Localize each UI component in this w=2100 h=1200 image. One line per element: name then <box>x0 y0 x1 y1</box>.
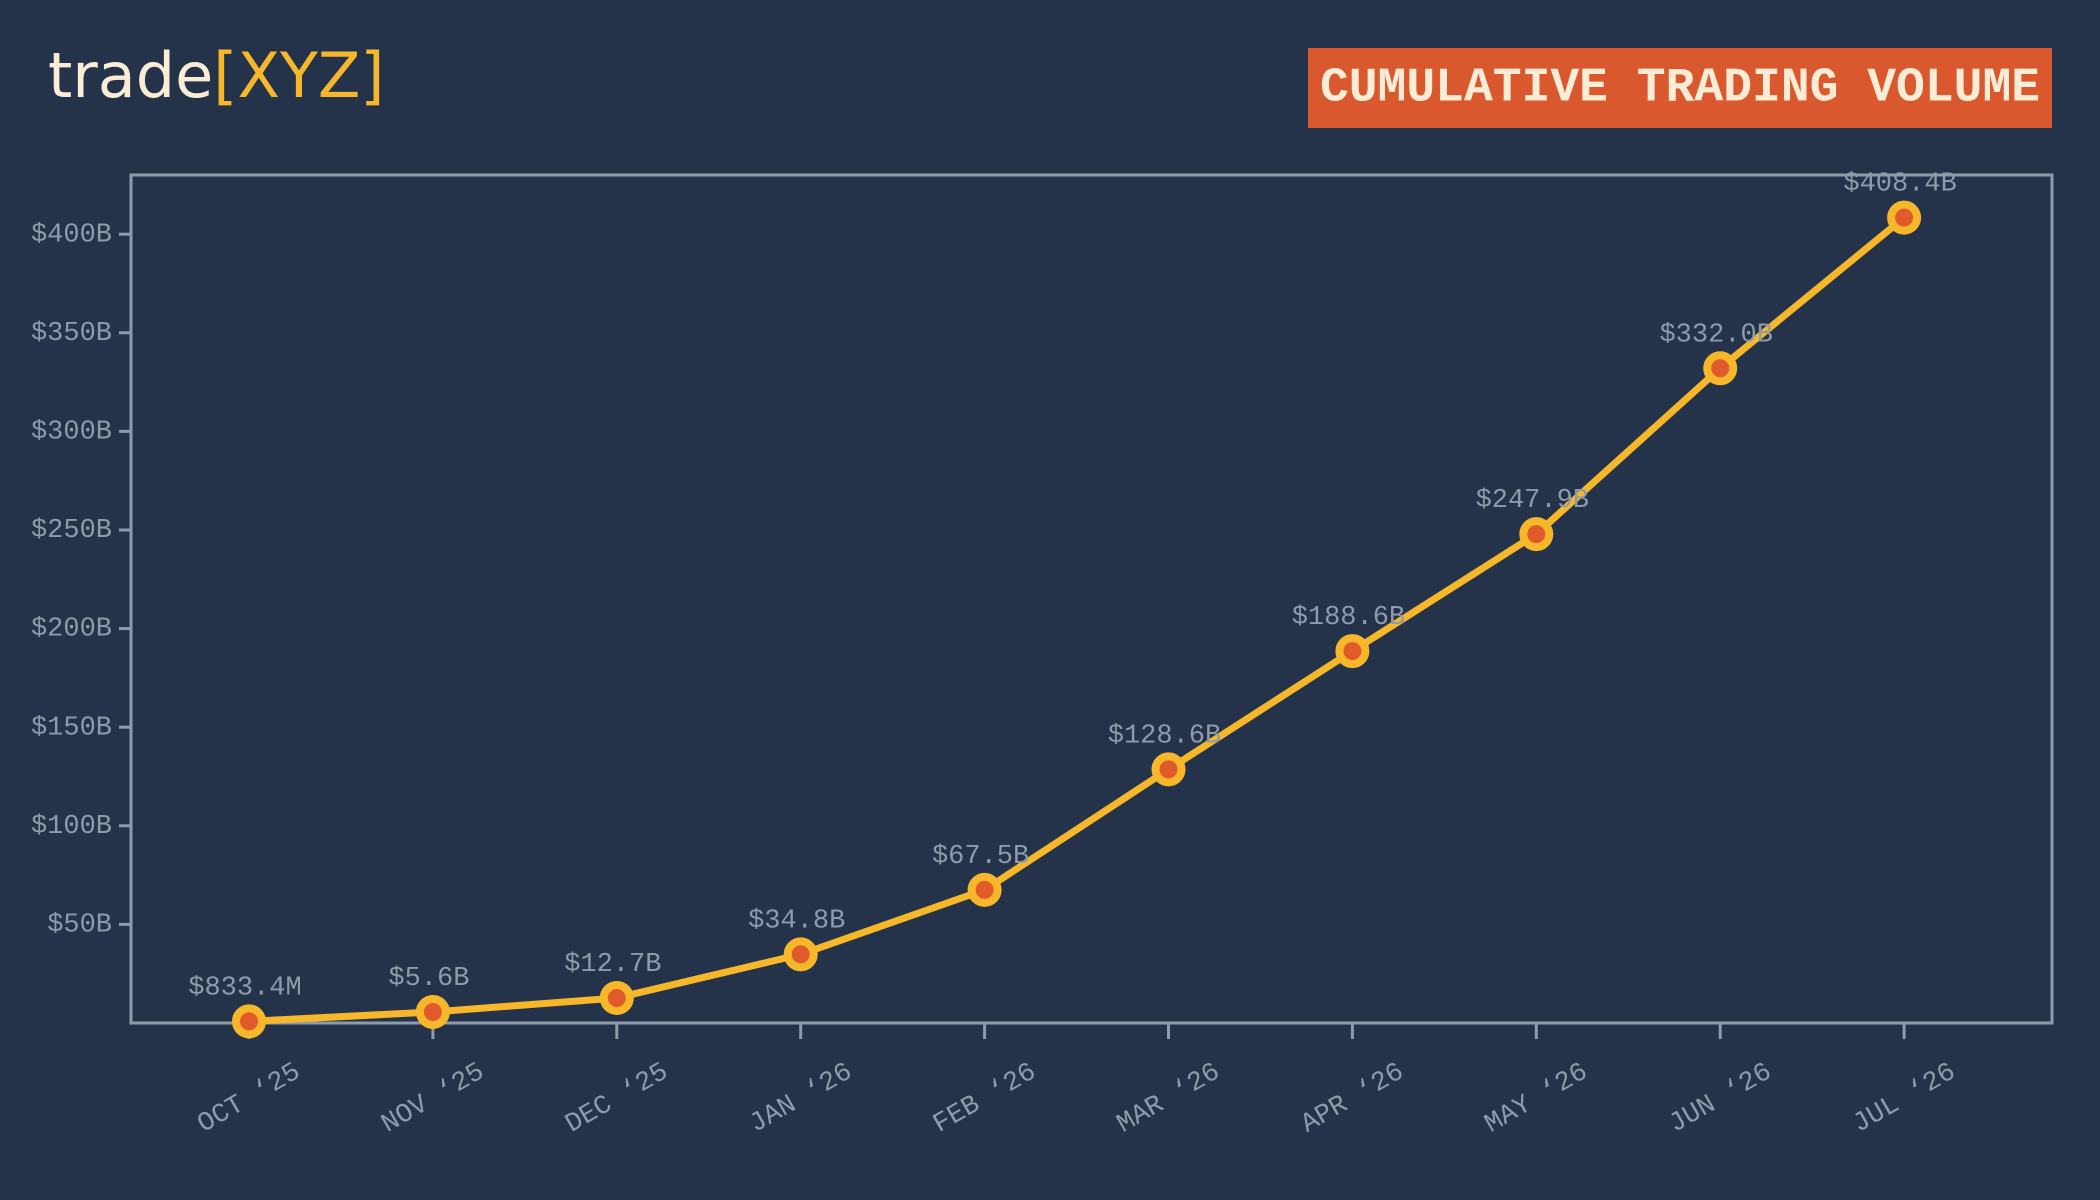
value-label: $247.9B <box>1476 486 1589 516</box>
point <box>1151 752 1186 787</box>
y-tick-label: $350B <box>31 319 112 349</box>
point <box>1335 634 1370 669</box>
value-label: $128.6B <box>1108 722 1221 752</box>
value-label: $188.6B <box>1292 603 1405 633</box>
point <box>1887 200 1922 235</box>
y-tick-label: $300B <box>31 417 112 447</box>
point <box>967 872 1002 907</box>
y-tick-label: $100B <box>31 812 112 842</box>
brand-text: trade <box>48 39 213 112</box>
value-label: $67.5B <box>932 842 1029 872</box>
value-label: $5.6B <box>388 964 469 994</box>
y-tick-label: $200B <box>31 615 112 645</box>
point <box>1519 517 1554 552</box>
brand-accent: [XYZ] <box>213 39 384 112</box>
value-label: $332.0B <box>1659 320 1772 350</box>
line <box>248 214 1907 1025</box>
point <box>415 994 450 1029</box>
point <box>232 1004 266 1039</box>
value-label: $34.8B <box>748 906 845 936</box>
y-tick-label: $400B <box>31 220 112 250</box>
y-tick-label: $50B <box>47 911 112 941</box>
y-tick-label: $250B <box>31 516 112 546</box>
title-box <box>1308 48 2052 128</box>
point <box>599 980 634 1015</box>
point <box>1703 351 1738 386</box>
value-label: $833.4M <box>188 973 301 1003</box>
chart-title: CUMULATIVE TRADING VOLUME <box>1320 62 2040 116</box>
value-label: $408.4B <box>1843 170 1956 200</box>
value-label: $12.7B <box>564 950 661 980</box>
plot-frame <box>129 173 2054 1025</box>
y-tick-label: $150B <box>31 713 112 743</box>
brand: trade[XYZ] <box>48 39 385 112</box>
point <box>783 937 818 972</box>
